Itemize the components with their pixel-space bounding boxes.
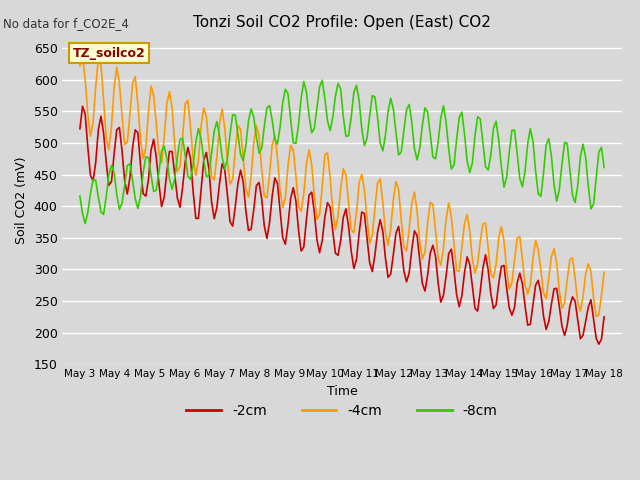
Text: TZ_soilco2: TZ_soilco2 [72, 47, 145, 60]
Legend: -2cm, -4cm, -8cm: -2cm, -4cm, -8cm [180, 398, 503, 423]
Text: No data for f_CO2E_4: No data for f_CO2E_4 [3, 17, 129, 30]
Y-axis label: Soil CO2 (mV): Soil CO2 (mV) [15, 156, 28, 244]
Title: Tonzi Soil CO2 Profile: Open (East) CO2: Tonzi Soil CO2 Profile: Open (East) CO2 [193, 15, 491, 30]
X-axis label: Time: Time [326, 385, 357, 398]
